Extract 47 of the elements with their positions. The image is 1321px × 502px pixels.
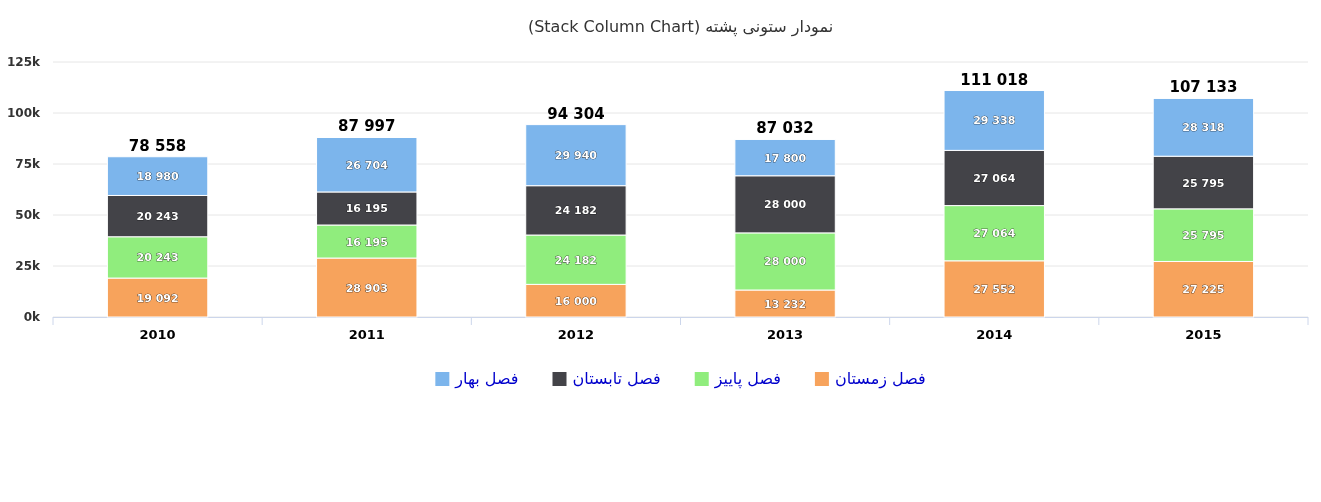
total-label: 87 032: [756, 119, 814, 138]
data-label: 27 064: [973, 227, 1016, 241]
legend-label: فصل بهار: [454, 369, 519, 389]
data-label: 24 182: [554, 253, 597, 267]
data-label: 28 318: [1182, 121, 1225, 135]
data-label: 17 800: [764, 151, 807, 165]
data-label: 16 195: [345, 202, 388, 216]
data-label: 18 980: [136, 170, 179, 184]
x-tick-label: 2012: [557, 327, 595, 342]
x-tick-label: 2015: [1185, 327, 1222, 342]
y-tick-label: 25k: [15, 259, 42, 273]
total-label: 94 304: [547, 104, 605, 123]
data-label: 16 195: [345, 235, 388, 249]
legend-label: فصل پاییز: [713, 369, 781, 389]
chart-title: نمودار ستونی پشته (Stack Column Chart): [527, 17, 834, 37]
data-label: 19 092: [136, 291, 179, 305]
y-tick-label: 50k: [15, 208, 42, 222]
y-tick-label: 100k: [6, 106, 42, 120]
data-label: 24 182: [554, 204, 597, 218]
total-label: 107 133: [1169, 78, 1238, 97]
data-label: 27 225: [1182, 283, 1225, 297]
y-tick-label: 75k: [15, 157, 42, 171]
data-label: 28 000: [764, 198, 807, 212]
data-label: 28 000: [764, 255, 807, 269]
x-tick-label: 2014: [976, 327, 1013, 342]
data-label: 26 704: [345, 158, 389, 172]
x-tick-label: 2011: [348, 327, 385, 342]
data-label: 29 338: [973, 114, 1016, 128]
x-tick-label: 2010: [139, 327, 176, 342]
data-label: 20 243: [136, 210, 179, 224]
total-label: 111 018: [960, 70, 1029, 89]
data-label: 20 243: [136, 251, 179, 265]
data-label: 25 795: [1182, 229, 1225, 243]
data-label: 13 232: [764, 297, 807, 311]
data-label: 29 940: [554, 149, 598, 163]
data-label: 25 795: [1182, 176, 1225, 190]
total-label: 78 558: [128, 136, 187, 155]
x-tick-label: 2013: [766, 327, 804, 342]
y-tick-label: 0k: [23, 310, 42, 324]
data-label: 27 552: [973, 282, 1016, 296]
data-label: 16 000: [554, 294, 598, 308]
data-label: 28 903: [345, 281, 388, 295]
legend-label: فصل تابستان: [572, 369, 661, 388]
y-tick-label: 125k: [6, 55, 42, 69]
data-label: 27 064: [973, 171, 1016, 185]
legend-label: فصل زمستان: [834, 369, 926, 389]
total-label: 87 997: [338, 117, 396, 136]
